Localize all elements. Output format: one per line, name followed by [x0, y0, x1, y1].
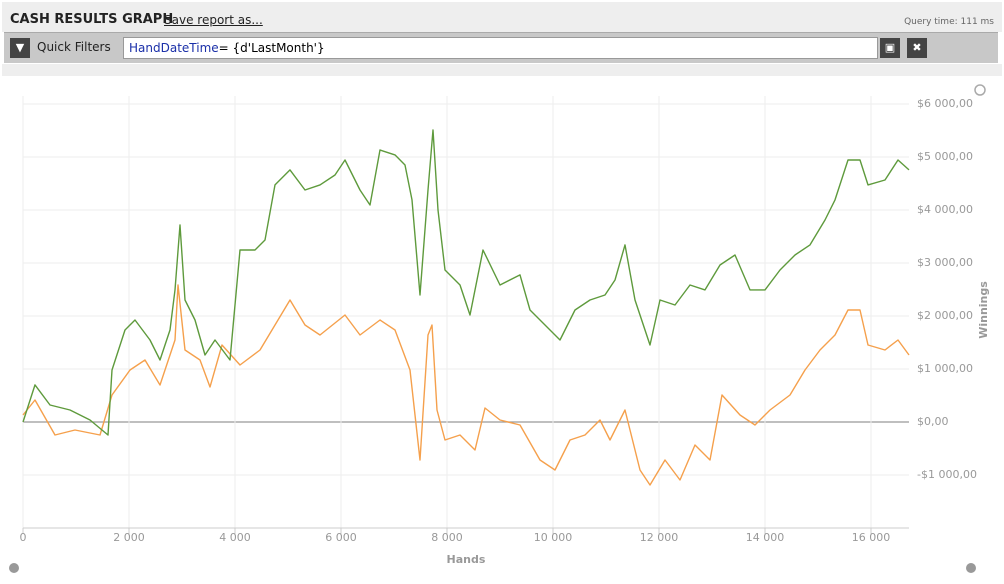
y-tick-label: $0,00: [917, 415, 949, 428]
plot-area: [23, 96, 909, 528]
x-tick-label: 10 000: [534, 531, 573, 544]
clear-filter-button[interactable]: ✖: [907, 38, 927, 58]
y-tick-label: $1 000,00: [917, 362, 973, 375]
save-filter-button[interactable]: ▣: [880, 38, 900, 58]
header: CASH RESULTS GRAPH Save report as... Que…: [2, 2, 1002, 32]
y-tick-label: $6 000,00: [917, 97, 973, 110]
x-tick-label: 12 000: [640, 531, 679, 544]
y-tick-label: -$1 000,00: [917, 468, 977, 481]
series-line: [22, 284, 910, 486]
separator: [2, 64, 1002, 76]
filter-input[interactable]: HandDateTime= {d'LastMonth'}: [123, 37, 878, 59]
settings-icon[interactable]: [9, 563, 19, 573]
filter-bar: ▼ Quick Filters HandDateTime= {d'LastMon…: [4, 32, 998, 63]
series-line: [22, 129, 910, 436]
filter-field: HandDateTime: [129, 41, 219, 55]
x-tick-label: 6 000: [325, 531, 357, 544]
x-axis-title: Hands: [447, 553, 486, 566]
zoom-icon[interactable]: [974, 84, 986, 96]
y-tick-label: $3 000,00: [917, 256, 973, 269]
y-tick-label: $4 000,00: [917, 203, 973, 216]
filter-icon[interactable]: ▼: [10, 38, 30, 58]
x-tick-label: 14 000: [746, 531, 785, 544]
y-tick-label: $2 000,00: [917, 309, 973, 322]
x-tick-label: 2 000: [113, 531, 145, 544]
info-icon[interactable]: [966, 563, 976, 573]
filter-expression: = {d'LastMonth'}: [218, 41, 325, 55]
save-link[interactable]: Save report as...: [164, 13, 263, 27]
filter-label: Quick Filters: [37, 40, 111, 54]
query-time: Query time: 111 ms: [904, 17, 994, 27]
report-title: CASH RESULTS GRAPH: [10, 12, 174, 27]
x-tick-label: 8 000: [431, 531, 463, 544]
x-tick-label: 4 000: [219, 531, 251, 544]
y-axis-title: Winnings: [977, 281, 990, 339]
x-tick-label: 0: [20, 531, 27, 544]
y-tick-label: $5 000,00: [917, 150, 973, 163]
x-tick-label: 16 000: [852, 531, 891, 544]
